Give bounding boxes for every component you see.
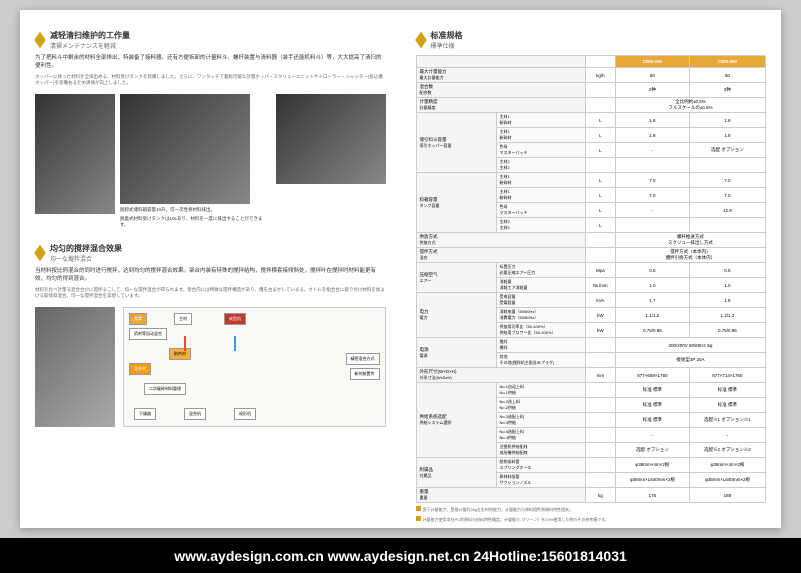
photo-caption-jp: 脱着式材料受けタンクは10Lあり、材料を一度に排出することができます。 [120, 216, 271, 228]
diagram-area: 角筒 主材 成型机 药剂等自动混合 助剂材 混合材 二次破碎材料管理 干燥器 混… [35, 307, 386, 427]
flow-label: 精密混合方式 [346, 353, 380, 365]
left-page: 减轻清扫维护的工作量 清掃メンテナンスを軽減 为了把料斗中剩余的材料全部排出，特… [20, 10, 401, 528]
flow-label: 助剂材 [169, 348, 191, 360]
model-header: CBM-250 [615, 56, 689, 68]
section2-desc: 当材料按比例混合的同时进行搅拌，达到均匀的搅拌混合效果。架台内装有特殊的搅拌结构… [35, 268, 386, 283]
section1-header: 减轻清扫维护的工作量 清掃メンテナンスを軽減 [35, 30, 386, 50]
flow-arrow [234, 336, 236, 351]
photo-caption: 脱卸式储料箱容量10升，可一次性将材料排出。 [120, 207, 271, 213]
flow-label: 成形机 [234, 408, 256, 420]
cube-icon [415, 32, 427, 49]
section1-desc-small: ホッパーに残った材料を全排出める、材料受けタンクを装備しました。さらに、ワンタッ… [35, 74, 386, 86]
section1-title-jp: 清掃メンテナンスを軽減 [50, 41, 130, 50]
flow-label: 二次破碎材料管理 [144, 383, 186, 395]
spec-note: 计量能力使用本社PC的原料与材料特性确定。计量能カ-グリーン》を20%使用した時… [416, 516, 767, 523]
flow-arrow [184, 336, 186, 351]
flow-label: 角筒 [129, 313, 147, 325]
section2-desc-small: 材料を比べ計量る混合台かに搅拌るこして、均一な搅拌混合が得られます。架台内には特… [35, 287, 386, 299]
footer-bar: www.aydesign.com.cn www.aydesign.net.cn … [0, 538, 801, 573]
section1-title-cn: 减轻清扫维护的工作量 [50, 30, 130, 41]
flow-label: 干燥器 [134, 408, 156, 420]
flow-label: 成型机 [224, 313, 246, 325]
spec-note: 资于计量能力，是指计量约2kg左右时的能力。计量能力与原料相性和物料特性相关。 [416, 506, 767, 513]
section2-title-jp: 均一な攪拌混合 [50, 254, 122, 263]
spec-title-jp: 標準仕様 [431, 41, 463, 50]
flow-diagram: 角筒 主材 成型机 药剂等自动混合 助剂材 混合材 二次破碎材料管理 干燥器 混… [123, 307, 386, 427]
spec-title-cn: 标准规格 [431, 30, 463, 41]
photo-row: 脱卸式储料箱容量10升，可一次性将材料排出。 脱着式材料受けタンクは10Lあり、… [35, 94, 386, 228]
product-photo-2 [120, 94, 250, 204]
cube-icon [34, 245, 46, 262]
diagram-photo [35, 307, 115, 427]
brochure-spread: 减轻清扫维护的工作量 清掃メンテナンスを軽減 为了把料斗中剩余的材料全部排出，特… [20, 10, 781, 528]
section1-desc: 为了把料斗中剩余的材料全部排出，特装备了接料器。还有方便拆卸的计量料斗、螺杆装置… [35, 55, 386, 70]
flow-label: 混合机 [184, 408, 206, 420]
section2-title-cn: 均匀的搅拌混合效果 [50, 243, 122, 254]
right-page: 标准规格 標準仕様 CBM-250 CBM-350 最大计量能力最大計量能力kg… [401, 10, 782, 528]
flow-label: 药剂等自动混合 [129, 328, 167, 340]
flow-label: 主材 [174, 313, 192, 325]
cube-icon [34, 32, 46, 49]
product-photo-1 [35, 94, 115, 214]
model-header: CBM-350 [689, 56, 765, 68]
flow-label: 新剂装置传 [350, 368, 380, 380]
spec-table: CBM-250 CBM-350 最大计量能力最大計量能力kg/h5050混合数配… [416, 55, 767, 503]
spec-header: 标准规格 標準仕様 [416, 30, 767, 50]
product-photo-3 [276, 94, 386, 184]
flow-label: 混合材 [129, 363, 151, 375]
section2-header: 均匀的搅拌混合效果 均一な攪拌混合 [35, 243, 386, 263]
